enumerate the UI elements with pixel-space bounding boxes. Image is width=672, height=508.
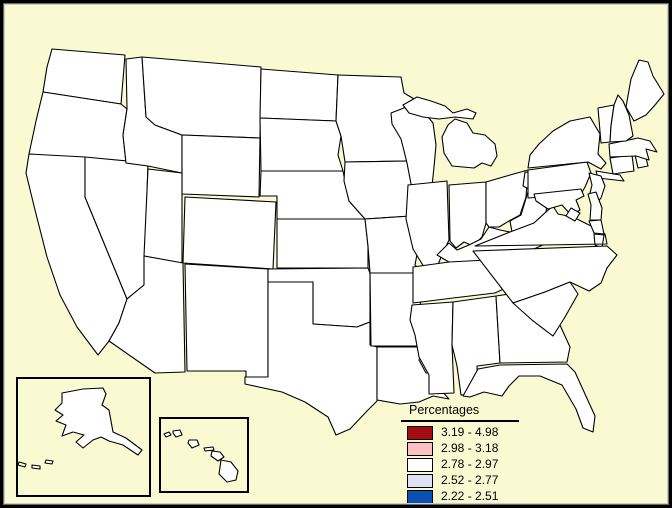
legend-row: 2.52 - 2.77 — [407, 473, 566, 488]
legend-swatch-class2 — [407, 441, 433, 456]
legend-label-class5: 2.22 - 2.51 — [441, 489, 499, 503]
legend-row: 2.78 - 2.97 — [407, 457, 566, 472]
legend-label-class2: 2.98 - 3.18 — [441, 441, 499, 455]
legend-divider — [401, 420, 519, 422]
state-alaska — [17, 387, 143, 470]
map-inner-border: Percentages 3.19 - 4.98 2.98 - 3.18 2.78… — [3, 3, 669, 505]
state-new-hampshire — [609, 94, 634, 143]
state-north-dakota — [259, 68, 339, 122]
state-oregon — [28, 91, 128, 164]
legend-swatch-class5 — [407, 489, 433, 503]
state-colorado — [182, 196, 277, 270]
state-indiana — [448, 181, 487, 249]
alaska-inset-box — [16, 377, 151, 497]
legend: Percentages 3.19 - 4.98 2.98 - 3.18 2.78… — [401, 403, 566, 503]
state-delaware — [587, 191, 603, 221]
state-texas — [244, 281, 378, 436]
legend-row: 3.19 - 4.98 — [407, 425, 566, 440]
legend-row: 2.22 - 2.51 — [407, 489, 566, 503]
state-montana — [141, 56, 262, 139]
district-of-columbia — [565, 207, 581, 222]
legend-row: 2.98 - 3.18 — [407, 441, 566, 456]
us-choropleth-svg — [16, 48, 665, 497]
legend-label-class4: 2.52 - 2.77 — [441, 473, 499, 487]
state-kansas — [276, 218, 369, 269]
legend-swatch-class1 — [407, 425, 433, 440]
state-arizona — [108, 255, 186, 374]
state-florida — [462, 363, 596, 433]
legend-label-class3: 2.78 - 2.97 — [441, 457, 499, 471]
state-new-mexico — [184, 263, 269, 378]
state-maine — [625, 59, 665, 122]
state-connecticut — [609, 154, 635, 175]
state-hawaii — [163, 429, 239, 483]
state-utah — [143, 168, 183, 264]
map-canvas: Percentages 3.19 - 4.98 2.98 - 3.18 2.78… — [5, 5, 667, 503]
state-south-dakota — [259, 117, 344, 172]
legend-swatch-class4 — [407, 473, 433, 488]
legend-swatch-class3 — [407, 457, 433, 472]
state-wyoming — [181, 134, 261, 198]
state-south-carolina — [512, 281, 579, 337]
legend-title: Percentages — [409, 403, 480, 417]
state-massachusetts — [608, 137, 658, 161]
legend-label-class1: 3.19 - 4.98 — [441, 425, 499, 439]
state-michigan — [402, 96, 498, 169]
hawaii-inset-box — [159, 417, 249, 493]
